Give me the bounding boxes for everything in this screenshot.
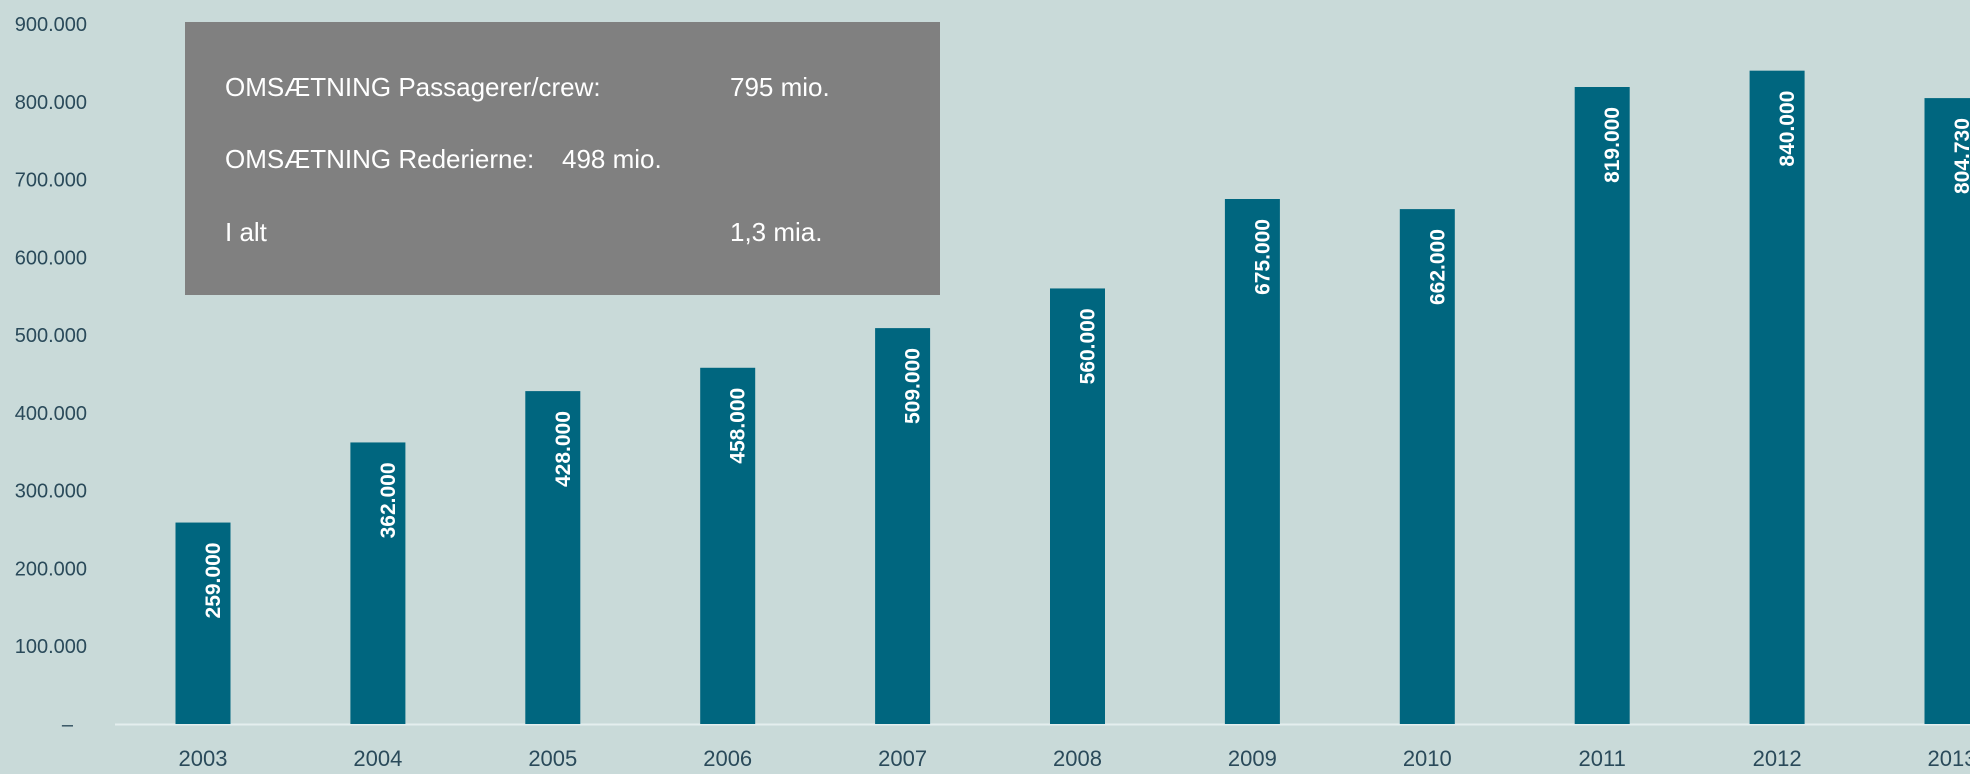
x-tick-label: 2013 — [1928, 746, 1970, 771]
y-tick-label: 300.000 — [15, 481, 87, 503]
y-tick-label: 600.000 — [15, 247, 87, 269]
info-row3-value: 1,3 mia. — [730, 217, 823, 247]
y-tick-label: 100.000 — [15, 636, 87, 658]
y-tick-label: 700.000 — [15, 170, 87, 192]
x-tick-label: 2003 — [179, 746, 228, 771]
bar — [700, 367, 756, 724]
x-tick-label: 2005 — [528, 746, 577, 771]
info-row1-value: 795 mio. — [730, 72, 830, 102]
bar — [1924, 98, 1970, 725]
info-row2-label: OMSÆTNING Rederierne: — [225, 144, 535, 174]
y-tick-label: 500.000 — [15, 325, 87, 347]
y-tick-label: 200.000 — [15, 558, 87, 580]
x-tick-label: 2010 — [1403, 746, 1452, 771]
data-label: 458.000 — [727, 388, 750, 464]
y-tick-label: 400.000 — [15, 403, 87, 425]
info-row1-label: OMSÆTNING Passagerer/crew: — [225, 72, 601, 102]
bar — [1749, 70, 1805, 724]
bar — [875, 328, 931, 724]
info-row2-value: 498 mio. — [562, 144, 662, 174]
bar — [525, 391, 581, 724]
bar — [350, 442, 406, 724]
x-tick-label: 2008 — [1053, 746, 1102, 771]
bar — [1050, 288, 1105, 724]
y-tick-label: 800.000 — [15, 92, 87, 114]
data-label: 560.000 — [1077, 308, 1100, 384]
y-tick-label: – — [62, 714, 74, 736]
data-label: 675.000 — [1251, 219, 1274, 295]
bar — [1224, 199, 1280, 724]
x-tick-label: 2009 — [1228, 746, 1277, 771]
info-row3-label: I alt — [225, 217, 267, 247]
x-tick-label: 2006 — [703, 746, 752, 771]
bar — [1574, 87, 1630, 724]
data-label: 819.000 — [1601, 107, 1624, 183]
data-label: 662.000 — [1426, 229, 1449, 305]
y-tick-label: 900.000 — [15, 14, 87, 36]
data-label: 362.000 — [377, 462, 400, 538]
bar — [1399, 209, 1455, 725]
data-label: 509.000 — [902, 348, 925, 424]
data-label: 428.000 — [552, 411, 575, 487]
data-label: 804.730 — [1951, 118, 1970, 194]
x-tick-label: 2011 — [1579, 746, 1626, 771]
x-tick-label: 2004 — [353, 746, 402, 771]
revenue-info-box: OMSÆTNING Passagerer/crew: 795 mio. OMSÆ… — [185, 22, 940, 295]
data-label: 259.000 — [202, 543, 225, 619]
x-tick-label: 2007 — [878, 746, 927, 771]
data-label: 840.000 — [1776, 91, 1799, 167]
bar — [175, 522, 231, 724]
x-tick-label: 2012 — [1753, 746, 1802, 771]
